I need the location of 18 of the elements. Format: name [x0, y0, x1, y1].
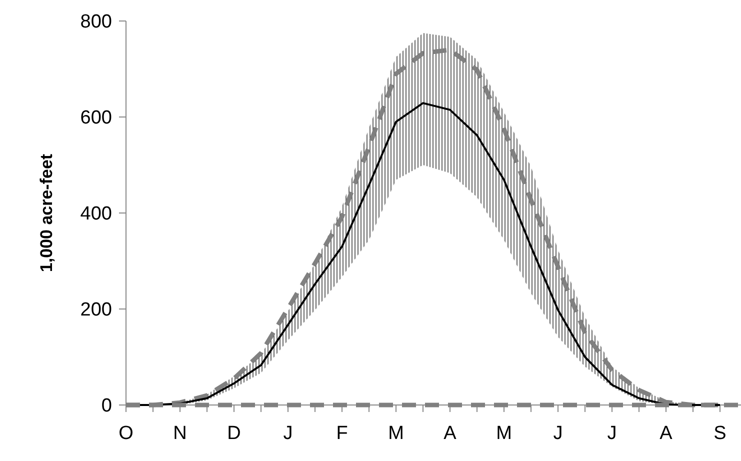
- y-tick-label: 400: [80, 204, 112, 225]
- y-tick-label: 600: [80, 108, 112, 129]
- x-tick-label: A: [660, 423, 673, 444]
- x-tick-label: M: [388, 423, 404, 444]
- y-tick-label: 200: [80, 300, 112, 321]
- y-tick-label: 800: [80, 12, 112, 33]
- x-tick-label: D: [227, 423, 241, 444]
- x-tick-label: N: [173, 423, 187, 444]
- x-tick-label: O: [118, 423, 134, 444]
- y-axis-title: 1,000 acre-feet: [37, 154, 56, 272]
- x-tick-label: J: [553, 423, 563, 444]
- x-tick-label: A: [444, 423, 457, 444]
- x-tick-label: S: [714, 423, 726, 444]
- x-tick-label: M: [496, 423, 512, 444]
- x-tick-label: J: [283, 423, 293, 444]
- y-tick-label: 0: [101, 396, 112, 417]
- x-tick-label: J: [607, 423, 617, 444]
- x-tick-label: F: [336, 423, 348, 444]
